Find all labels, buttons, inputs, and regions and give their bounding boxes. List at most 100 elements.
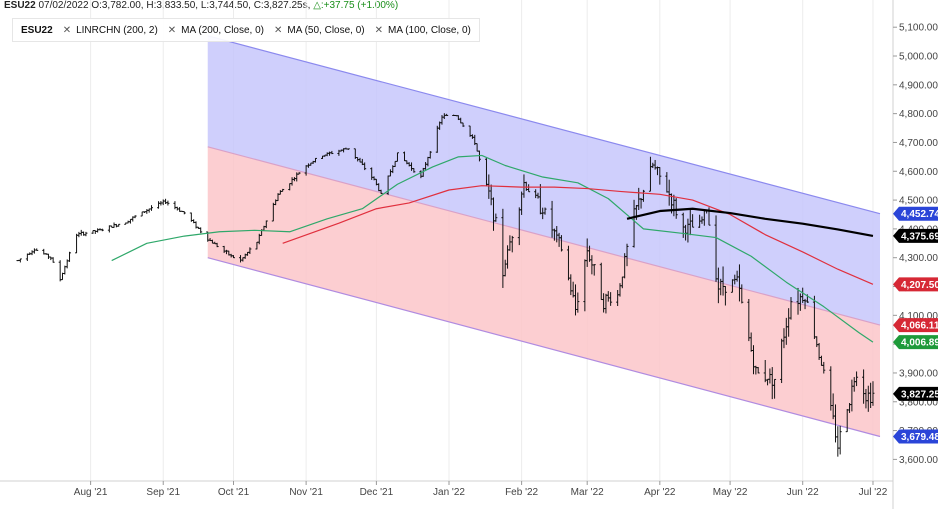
- ohlc-bar: [789, 297, 793, 320]
- ohlc-bar: [330, 150, 334, 155]
- y-tick-label: 3,600.00: [899, 455, 938, 466]
- price-badge-bg: [893, 335, 938, 350]
- ohlc-bar: [822, 361, 826, 374]
- ohlc-bar: [264, 220, 268, 229]
- price-badge-bg: [893, 318, 938, 333]
- price-badge-label: 4,006.89: [901, 338, 940, 349]
- x-tick-label: Jul '22: [859, 487, 888, 498]
- ohlc-bar: [855, 371, 859, 387]
- close-icon[interactable]: ✕: [167, 24, 177, 36]
- legend-label: MA (200, Close, 0): [181, 24, 264, 36]
- close-icon[interactable]: ✕: [374, 24, 384, 36]
- x-tick-label: May '22: [713, 487, 748, 498]
- price-badge-label: 3,827.25: [901, 389, 940, 400]
- ohlc-bar: [445, 113, 449, 117]
- ohlc-bar: [641, 189, 645, 202]
- ohlc-bar: [199, 227, 203, 234]
- ohlc-bar: [32, 248, 36, 254]
- ohlc-bar: [609, 292, 613, 306]
- ohlc-bar: [100, 228, 104, 232]
- price-badge-label: 4,066.11: [901, 321, 940, 332]
- ohlc-bar: [428, 151, 432, 159]
- price-badge-bg: [893, 228, 938, 243]
- price-badge-bg: [893, 206, 938, 221]
- price-badge: 4,375.69: [893, 228, 940, 243]
- legend-item-linrchn: ✕ LINRCHN (200, 2): [63, 25, 158, 36]
- price-badge-bg: [893, 386, 938, 401]
- ma100-line: [282, 185, 874, 285]
- header-high: H:3,833.50: [146, 0, 196, 11]
- ohlc-bar: [93, 230, 97, 234]
- ohlc-bar: [46, 253, 50, 259]
- price-badge-label: 4,207.50: [901, 280, 940, 291]
- x-tick-label: Jan '22: [433, 487, 465, 498]
- ohlc-bar: [838, 425, 842, 455]
- ohlc-bar: [559, 235, 563, 252]
- header-change: △:+37.75 (+1.00%): [313, 0, 399, 11]
- y-tick-label: 3,800.00: [899, 397, 938, 408]
- ohlc-bar: [836, 426, 840, 457]
- ohlc-bar: [363, 162, 367, 171]
- ohlc-bar: [75, 233, 79, 254]
- y-tick-label: 4,500.00: [899, 196, 938, 207]
- indicator-legend: ESU22 ✕ LINRCHN (200, 2) ✕ MA (200, Clos…: [12, 18, 480, 42]
- ohlc-bar: [145, 209, 149, 214]
- x-tick-label: Jun '22: [787, 487, 819, 498]
- legend-label: LINRCHN (200, 2): [76, 24, 158, 36]
- ohlc-bar: [84, 231, 88, 237]
- ohlc-bar: [173, 201, 177, 210]
- ohlc-bar: [543, 207, 547, 215]
- legend-symbol: ESU22: [21, 24, 53, 36]
- channel-upper-line: [207, 35, 881, 215]
- ohlc-bar: [166, 200, 170, 206]
- ma200-line: [626, 207, 874, 237]
- y-tick-label: 3,900.00: [899, 368, 938, 379]
- price-badge-label: 3,679.48: [901, 432, 940, 443]
- close-icon[interactable]: ✕: [273, 24, 283, 36]
- price-badges: 4,452.74 4,375.69 4,207.50 4,066.11 4,006.89…: [893, 206, 940, 444]
- quote-header: ESU22 07/02/2022 O:3,782.00, H:3,833.50,…: [4, 0, 399, 11]
- legend-item-ma100: ✕ MA (100, Close, 0): [375, 25, 471, 36]
- ohlc-bar: [157, 201, 161, 209]
- y-tick-label: 5,100.00: [899, 23, 938, 34]
- ohlc-bar: [723, 285, 727, 306]
- ohlc-bar: [30, 250, 34, 256]
- ohlc-bar: [128, 218, 132, 224]
- x-tick-label: Oct '21: [218, 487, 250, 498]
- ohlc-bar: [461, 122, 465, 127]
- close-icon[interactable]: ✕: [62, 24, 72, 36]
- ma50-line: [111, 154, 874, 343]
- channel-middle-line: [207, 146, 881, 326]
- ohlc-bar: [395, 152, 399, 162]
- y-tick-label: 4,100.00: [899, 311, 938, 322]
- ohlc-bar: [117, 223, 121, 227]
- header-date: 07/02/2022: [38, 0, 89, 11]
- ohlc-bar: [658, 167, 662, 185]
- x-tick-label: Sep '21: [146, 487, 180, 498]
- ohlc-bar: [412, 168, 416, 173]
- legend-item-ma200: ✕ MA (200, Close, 0): [168, 25, 264, 36]
- ohlc-bar: [114, 223, 118, 228]
- ohlc-bar: [756, 366, 760, 374]
- price-badge-label: 4,375.69: [901, 231, 940, 242]
- ohlc-bar: [494, 213, 498, 222]
- price-badge: 3,679.48: [893, 429, 940, 444]
- ohlc-bar: [527, 184, 531, 193]
- ohlc-bar: [248, 247, 252, 254]
- ohlc-bar: [379, 189, 383, 194]
- ohlc-bar: [625, 243, 629, 267]
- ohlc-bar: [232, 255, 235, 259]
- linear-regression-channel: [207, 35, 881, 438]
- x-tick-label: Aug '21: [74, 487, 108, 498]
- ohlc-bar: [68, 251, 72, 262]
- price-badge: 3,827.25: [893, 386, 940, 401]
- ohlc-bars: [16, 113, 875, 457]
- ohlc-bar: [18, 258, 22, 263]
- y-tick-label: 5,000.00: [899, 52, 938, 63]
- header-close: C:3,827.25s: [253, 0, 308, 11]
- x-tick-label: Feb '22: [505, 487, 538, 498]
- price-badge: 4,006.89: [893, 335, 940, 350]
- ohlc-bar: [164, 198, 168, 204]
- y-tick-label: 4,300.00: [899, 253, 938, 264]
